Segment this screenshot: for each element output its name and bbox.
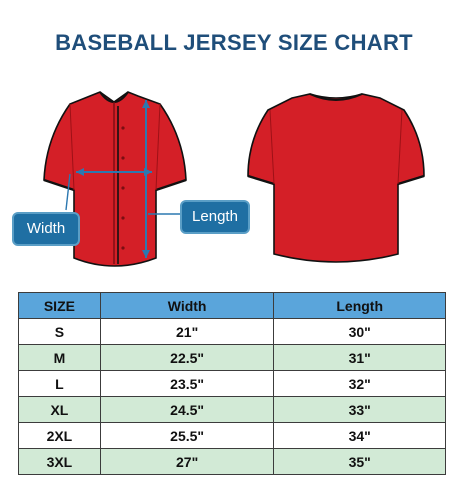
length-callout: Length (180, 200, 250, 234)
table-row: S 21" 30" (18, 318, 446, 345)
table-row: 3XL 27" 35" (18, 448, 446, 475)
length-cell: 35" (273, 448, 446, 475)
length-cell: 31" (273, 344, 446, 371)
length-cell: 33" (273, 396, 446, 423)
chart-title: BASEBALL JERSEY SIZE CHART (55, 30, 413, 55)
width-cell: 23.5" (99, 370, 275, 397)
table-row: XL 24.5" 33" (18, 396, 446, 423)
length-cell: 34" (273, 422, 446, 449)
size-cell: M (18, 344, 101, 371)
size-cell: L (18, 370, 101, 397)
size-table: SIZE Width Length S 21" 30" M 22.5" 31" … (18, 292, 446, 475)
width-cell: 24.5" (99, 396, 275, 423)
size-cell: S (18, 318, 101, 345)
width-callout: Width (12, 212, 80, 246)
length-cell: 30" (273, 318, 446, 345)
length-cell: 32" (273, 370, 446, 397)
length-arrow-icon (142, 100, 180, 258)
size-cell: XL (18, 396, 101, 423)
width-cell: 27" (99, 448, 275, 475)
width-cell: 25.5" (99, 422, 275, 449)
size-cell: 2XL (18, 422, 101, 449)
table-row: L 23.5" 32" (18, 370, 446, 397)
header-size: SIZE (18, 292, 101, 319)
width-cell: 21" (99, 318, 275, 345)
header-width: Width (99, 292, 275, 319)
jersey-illustration: Width Length (0, 88, 468, 288)
width-cell: 22.5" (99, 344, 275, 371)
header-length: Length (273, 292, 446, 319)
table-row: M 22.5" 31" (18, 344, 446, 371)
size-cell: 3XL (18, 448, 101, 475)
jersey-back-icon (247, 93, 425, 263)
jersey-graphic (43, 91, 425, 267)
table-row: 2XL 25.5" 34" (18, 422, 446, 449)
table-header-row: SIZE Width Length (18, 292, 446, 319)
